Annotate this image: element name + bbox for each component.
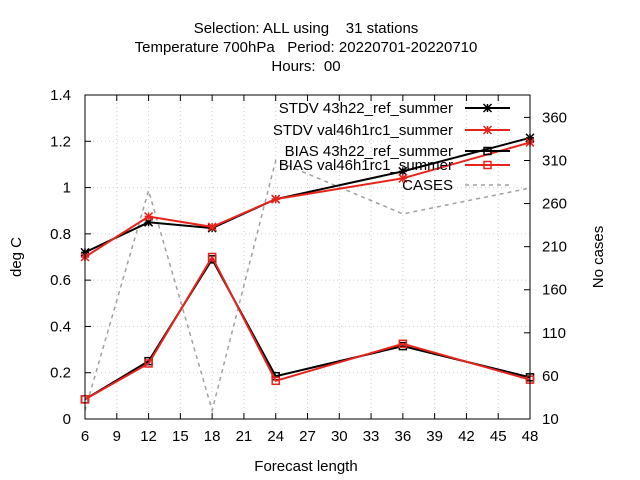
- x-tick-label: 36: [395, 428, 412, 445]
- x-tick-label: 18: [204, 428, 221, 445]
- series-line: [84, 141, 531, 258]
- y-tick-label: 1: [63, 180, 71, 197]
- y2-tick-label: 260: [542, 196, 567, 213]
- chart-title: Selection: ALL using 31 stations Tempera…: [135, 20, 478, 75]
- legend-label: STDV 43h22_ref_summer: [279, 100, 453, 117]
- y-tick-label: 0.6: [50, 272, 71, 289]
- legend-marker: [483, 160, 492, 170]
- legend-label: BIAS 43h22_ref_summer: [285, 143, 453, 160]
- title-line-3: Hours: 00: [271, 58, 340, 75]
- x-tick-label: 9: [113, 428, 121, 445]
- x-tick-label: 6: [81, 428, 89, 445]
- y2-tick-label: 60: [542, 368, 559, 385]
- y2-tick-label: 310: [542, 152, 567, 169]
- data-point: [144, 211, 154, 222]
- data-point: [271, 376, 280, 386]
- x-tick-label: 39: [426, 428, 443, 445]
- data-point: [207, 252, 217, 262]
- x-tick-label: 33: [363, 428, 380, 445]
- y2-tick-label: 110: [542, 325, 566, 342]
- data-point: [207, 222, 217, 232]
- series-line: [84, 257, 531, 401]
- y-tick-label: 0.2: [50, 365, 71, 382]
- y-tick-label: 1.2: [50, 133, 71, 150]
- y-axis-right: 10 60 110 160 210 260 310 360: [524, 109, 567, 428]
- data-point: [271, 194, 281, 204]
- x-tick-label: 27: [299, 428, 316, 445]
- y2-tick-label: 160: [542, 282, 567, 299]
- y-axis-left: 0 0.2 0.4 0.6 0.8 1 1.2 1.4: [50, 87, 91, 428]
- y2-axis-label: No cases: [590, 226, 607, 289]
- legend-marker: [483, 146, 492, 156]
- x-tick-label: 24: [267, 428, 284, 445]
- y-tick-label: 0.4: [50, 318, 71, 335]
- title-line-2: Temperature 700hPa Period: 20220701-2022…: [135, 39, 478, 56]
- y-tick-label: 0.8: [50, 226, 71, 243]
- series-line: [84, 159, 531, 414]
- data-point: [144, 359, 153, 368]
- series-4: [84, 159, 531, 414]
- data-point: [398, 339, 408, 349]
- x-tick-label: 21: [236, 428, 253, 445]
- series-layer: [80, 133, 535, 414]
- x-axis-label: Forecast length: [254, 458, 357, 475]
- data-point: [144, 217, 154, 227]
- title-line-1: Selection: ALL using 31 stations: [194, 20, 419, 37]
- data-point: [398, 166, 408, 176]
- y2-tick-label: 10: [542, 411, 559, 428]
- x-tick-label: 45: [490, 428, 507, 445]
- x-tick-label: 12: [140, 428, 157, 445]
- legend-marker: [482, 103, 493, 113]
- x-axis: 6 9 12 15 18 21 24 27 30 33 36 39 42 45 48: [81, 95, 539, 445]
- x-tick-label: 30: [331, 428, 348, 445]
- data-point: [398, 173, 408, 183]
- legend-marker: [482, 125, 493, 135]
- series-2: [80, 255, 535, 404]
- legend-label: BIAS val46h1rc1_summer: [279, 157, 453, 174]
- legend: STDV 43h22_ref_summer STDV val46h1rc1_sum…: [273, 100, 510, 194]
- y-tick-label: 1.4: [50, 87, 71, 104]
- legend-label: CASES: [402, 177, 453, 194]
- x-tick-label: 15: [172, 428, 189, 445]
- y-tick-label: 0: [63, 411, 71, 428]
- x-tick-label: 42: [458, 428, 475, 445]
- series-line: [84, 254, 531, 401]
- x-tick-label: 48: [522, 428, 539, 445]
- y2-tick-label: 210: [542, 239, 567, 256]
- y2-tick-label: 360: [542, 109, 567, 126]
- legend-label: STDV val46h1rc1_summer: [273, 122, 453, 139]
- y-axis-label: deg C: [8, 237, 25, 277]
